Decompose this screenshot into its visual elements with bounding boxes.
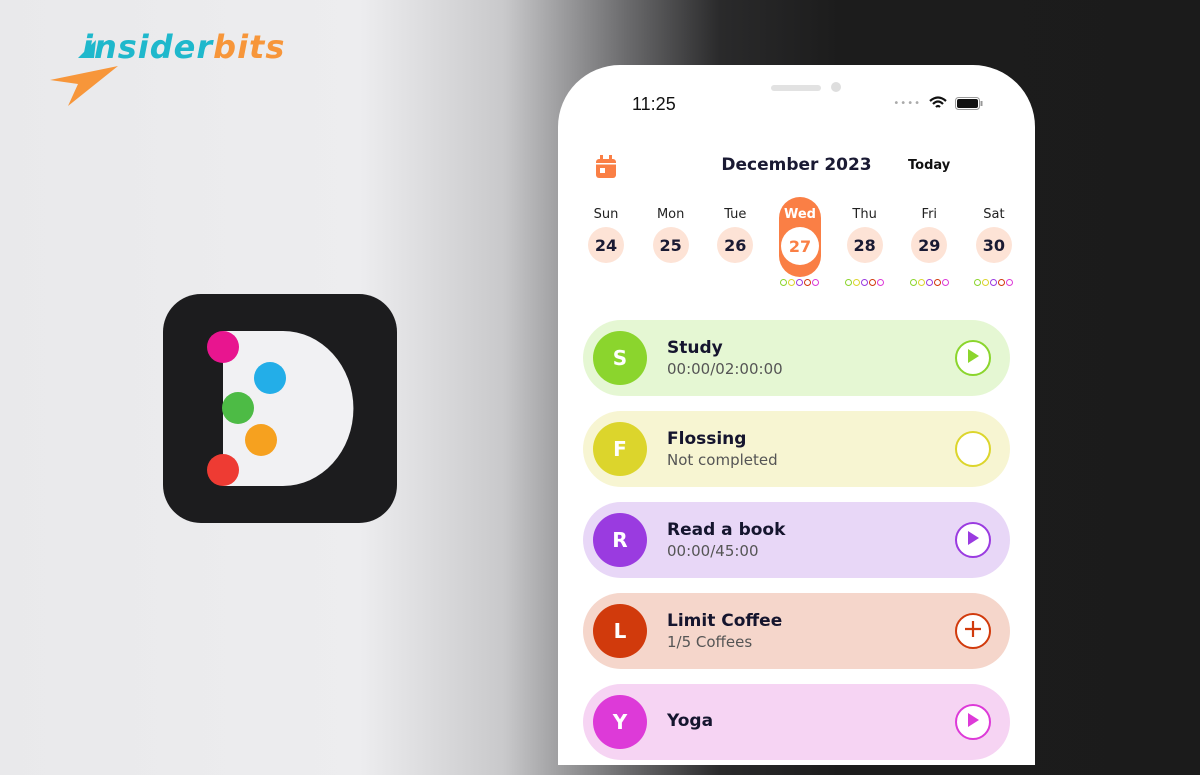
habit-avatar: F [593,422,647,476]
play-icon [966,348,980,368]
habit-item[interactable]: L Limit Coffee 1/5 Coffees [583,593,1010,669]
play-button[interactable] [955,522,991,558]
day-number: 29 [911,227,948,263]
habit-dot [982,279,990,286]
habit-dot [861,279,869,286]
wifi-icon [929,96,947,108]
day-mon[interactable]: Mon 25 [650,197,692,277]
habit-item[interactable]: R Read a book 00:00/45:00 [583,502,1010,578]
habit-avatar: L [593,604,647,658]
day-wed[interactable]: Wed 27 [778,197,821,286]
day-name: Wed [783,207,816,222]
habit-dot [869,279,877,286]
day-name: Mon [656,207,685,222]
habit-dot [933,279,941,286]
day-number: 25 [652,227,689,263]
habit-dot [788,279,796,286]
habit-dots [780,279,820,286]
habit-dot [796,279,804,286]
camera [831,82,841,92]
day-number: 30 [975,227,1012,263]
habit-progress: 00:00/45:00 [667,542,759,560]
phone-screen: 11:25 •••• December 2023 Today Sun 24 Mon 2… [558,65,1035,765]
month-title: December 2023 [721,155,872,175]
habit-item[interactable]: S Study 00:00/02:00:00 [583,320,1010,396]
habit-avatar: S [593,331,647,385]
habit-name: Limit Coffee [667,611,783,631]
day-sun[interactable]: Sun 24 [585,197,627,277]
habit-dot [1006,279,1014,286]
logo-text-bits: bits [213,28,286,66]
day-tue[interactable]: Tue 26 [714,197,756,277]
habit-list: S Study 00:00/02:00:00 F Flossing Not comp… [583,320,1010,775]
check-button[interactable] [955,431,991,467]
logo-text-insider: insider [82,28,214,66]
habit-progress: 1/5 Coffees [667,633,753,651]
bolt-icon [50,40,118,106]
habit-dots [909,279,949,286]
day-name: Sat [983,207,1005,222]
day-number: 26 [717,227,754,263]
habit-item[interactable]: Y Yoga [583,684,1010,760]
app-icon [163,294,397,523]
plus-button[interactable] [955,613,991,649]
habit-dot [974,279,982,286]
habit-dots [845,279,885,286]
habit-dot [917,279,925,286]
day-number: 24 [588,227,624,263]
day-thu[interactable]: Thu 28 [844,197,886,286]
play-icon [966,712,980,732]
habit-dot [925,279,933,286]
signal-dots-icon: •••• [893,97,921,109]
habit-name: Yoga [667,711,714,731]
habit-dot [990,279,998,286]
habit-dot [941,279,949,286]
habit-progress: Not completed [667,451,778,469]
insiderbits-logo: insiderbits [48,28,284,110]
play-icon [966,530,980,550]
habit-dot [998,279,1006,286]
app-logo-d-icon [207,331,354,486]
day-name: Tue [724,207,747,222]
habit-dot [812,279,820,286]
habit-dot [845,279,853,286]
habit-progress: 00:00/02:00:00 [667,360,783,378]
habit-dot [909,279,917,286]
habit-name: Flossing [667,429,747,449]
play-button[interactable] [955,340,991,376]
habit-dot [804,279,812,286]
week-strip: Sun 24 Mon 25 Tue 26 Wed 27 Thu 28 Fri 29 Sat 30 [585,197,1015,286]
habit-item[interactable]: F Flossing Not completed [583,411,1010,487]
habit-avatar: R [593,513,647,567]
habit-name: Read a book [667,520,786,540]
habit-dot [877,279,885,286]
habit-dot [853,279,861,286]
battery-icon [955,96,983,110]
day-name: Sun [593,207,619,222]
habit-dots [974,279,1014,286]
day-sat[interactable]: Sat 30 [973,197,1015,286]
day-name: Fri [921,207,938,222]
today-button[interactable]: Today [908,158,951,173]
day-fri[interactable]: Fri 29 [908,197,950,286]
habit-name: Study [667,338,723,358]
habit-dot [780,279,788,286]
plus-icon [964,620,982,642]
calendar-icon[interactable] [595,155,617,179]
status-time: 11:25 [632,94,676,114]
habit-avatar: Y [593,695,647,749]
day-number: 27 [780,227,819,265]
day-number: 28 [846,227,883,263]
day-name: Thu [852,207,877,222]
play-button[interactable] [955,704,991,740]
speaker [771,85,821,91]
